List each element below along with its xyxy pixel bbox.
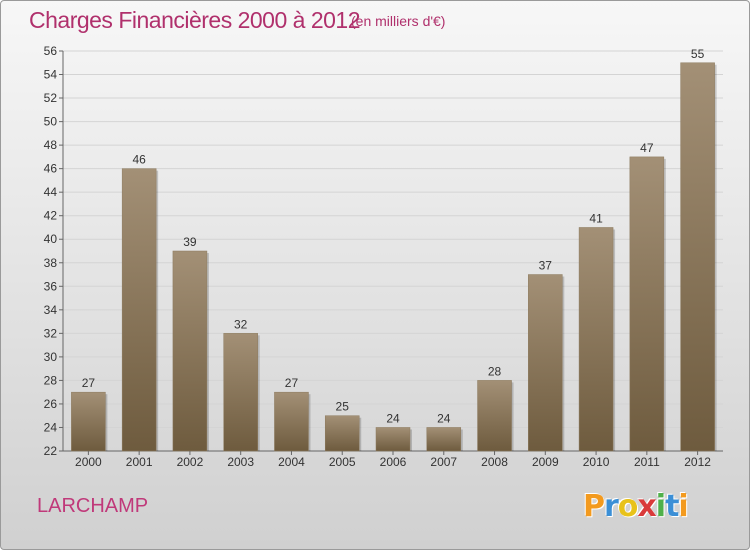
logo-letter: x bbox=[637, 489, 656, 524]
bar-value-label: 47 bbox=[640, 141, 654, 155]
y-tick-label: 54 bbox=[44, 68, 58, 82]
bar-value-label: 25 bbox=[336, 400, 350, 414]
y-tick-label: 36 bbox=[44, 279, 58, 293]
bar bbox=[121, 168, 157, 452]
y-tick-label: 22 bbox=[44, 444, 58, 458]
y-tick-label: 32 bbox=[44, 326, 58, 340]
x-tick-label: 2006 bbox=[380, 455, 407, 469]
logo-letter: o bbox=[617, 489, 639, 524]
y-tick-label: 40 bbox=[44, 232, 58, 246]
bar bbox=[477, 380, 512, 452]
y-tick-label: 28 bbox=[44, 373, 58, 387]
y-tick-label: 38 bbox=[44, 256, 58, 270]
bar bbox=[426, 427, 462, 452]
y-tick-label: 42 bbox=[44, 209, 58, 223]
bar bbox=[629, 156, 665, 452]
bar bbox=[375, 427, 411, 452]
x-tick-label: 2009 bbox=[532, 455, 559, 469]
x-tick-label: 2007 bbox=[430, 455, 457, 469]
y-tick-label: 30 bbox=[44, 350, 58, 364]
y-tick-label: 46 bbox=[44, 162, 58, 176]
y-tick-label: 48 bbox=[44, 138, 58, 152]
x-tick-label: 2002 bbox=[177, 455, 204, 469]
x-tick-label: 2010 bbox=[583, 455, 610, 469]
bar-value-label: 41 bbox=[589, 211, 603, 225]
chart-subtitle: (en milliers d'€) bbox=[351, 13, 446, 29]
bar-value-label: 27 bbox=[82, 376, 96, 390]
logo-letter: r bbox=[604, 489, 619, 524]
proxiti-logo: Proxiti bbox=[583, 489, 689, 524]
bar-value-label: 28 bbox=[488, 364, 502, 378]
bar bbox=[71, 391, 106, 452]
plot-area: 22 24 26 28 30 32 34 36 38 40 42 44 46 48 50 52 54 56 27 20… bbox=[44, 44, 723, 469]
y-tick-label: 24 bbox=[44, 420, 58, 434]
bar-value-label: 24 bbox=[437, 411, 451, 425]
bar bbox=[680, 62, 715, 452]
x-tick-label: 2003 bbox=[227, 455, 254, 469]
y-tick-label: 44 bbox=[44, 185, 58, 199]
bar bbox=[274, 391, 309, 452]
x-tick-label: 2000 bbox=[75, 455, 102, 469]
bar-value-label: 37 bbox=[539, 259, 553, 273]
y-tick-label: 50 bbox=[44, 115, 58, 129]
logo-letter: t bbox=[665, 489, 679, 524]
bar-value-label: 24 bbox=[386, 411, 400, 425]
x-tick-label: 2005 bbox=[329, 455, 356, 469]
bar bbox=[324, 415, 360, 452]
logo-letter: i bbox=[655, 489, 666, 524]
x-tick-label: 2012 bbox=[684, 455, 711, 469]
x-tick-label: 2011 bbox=[634, 455, 660, 469]
bar bbox=[172, 250, 208, 452]
x-tick-label: 2001 bbox=[126, 455, 153, 469]
bar-value-label: 27 bbox=[285, 376, 299, 390]
x-tick-label: 2004 bbox=[278, 455, 305, 469]
bar-value-label: 55 bbox=[691, 47, 705, 61]
y-tick-label: 52 bbox=[44, 91, 58, 105]
commune-name: LARCHAMP bbox=[37, 495, 149, 517]
x-tick-label: 2008 bbox=[481, 455, 508, 469]
bar-value-label: 39 bbox=[183, 235, 197, 249]
logo-letter: i bbox=[678, 489, 688, 524]
bar-value-label: 32 bbox=[234, 317, 248, 331]
bar bbox=[578, 227, 614, 452]
y-tick-label: 56 bbox=[44, 44, 58, 58]
bar-value-label: 46 bbox=[132, 153, 146, 167]
y-tick-label: 34 bbox=[44, 303, 58, 317]
y-tick-label: 26 bbox=[44, 397, 58, 411]
bar bbox=[528, 274, 563, 452]
logo-letter: P bbox=[583, 489, 605, 524]
bar bbox=[223, 333, 258, 452]
chart-title: Charges Financières 2000 à 2012 bbox=[29, 7, 361, 33]
